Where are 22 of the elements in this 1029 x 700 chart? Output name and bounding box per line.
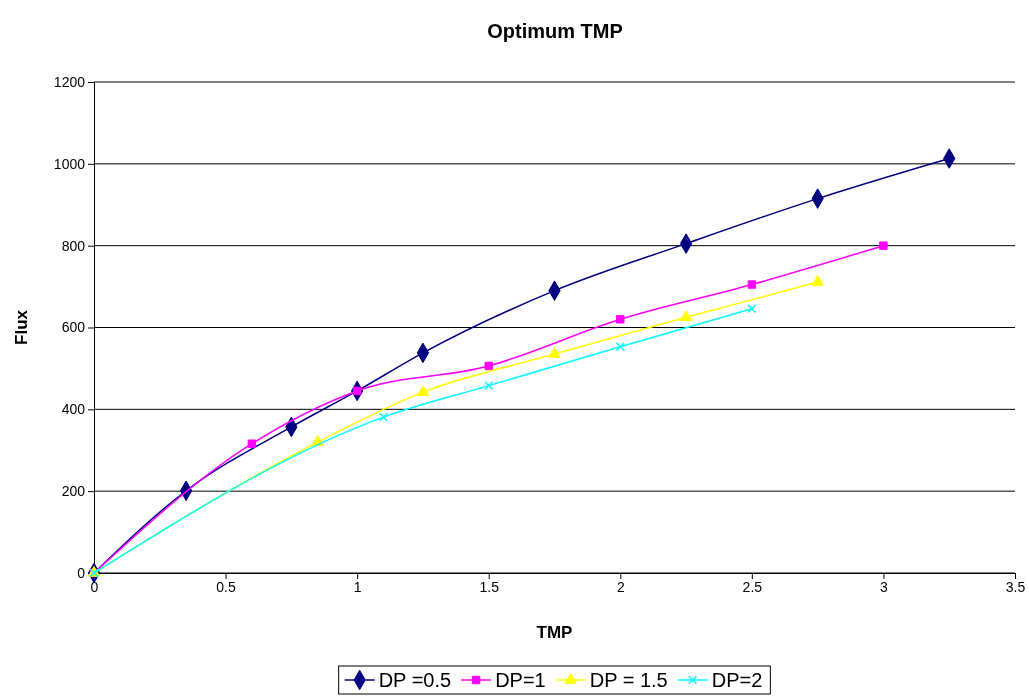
legend-label: DP=2 [711,669,763,691]
legend-label: DP = 1.5 [589,669,668,691]
x-tick-label: 0 [90,578,99,595]
y-tick-label: 800 [61,237,86,254]
y-tick-label: 1000 [53,155,86,172]
y-tick-label: 400 [61,401,86,418]
y-tick-label: 200 [61,483,86,500]
x-tick-label: 0.5 [216,578,237,595]
x-tick-label: 3 [880,578,889,595]
legend-label: DP =0.5 [378,669,452,691]
x-tick-label: 3.5 [1005,578,1026,595]
x-tick-label: 1.5 [479,578,500,595]
x-axis-title: TMP [536,623,573,642]
legend-label: DP=1 [495,669,546,691]
x-tick-label: 1 [353,578,362,595]
x-tick-label: 2 [616,578,625,595]
y-tick-label: 1200 [53,73,86,90]
x-tick-label: 2.5 [742,578,763,595]
y-tick-label: 600 [61,319,86,336]
y-tick-label: 0 [77,564,86,581]
chart-title: Optimum TMP [487,20,623,42]
y-axis-title: Flux [12,309,31,345]
